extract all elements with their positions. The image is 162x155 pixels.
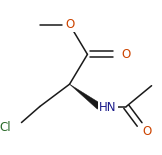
Text: O: O <box>65 18 74 31</box>
Text: O: O <box>122 48 131 61</box>
Text: HN: HN <box>99 101 117 114</box>
Text: O: O <box>142 125 152 138</box>
Polygon shape <box>69 84 101 109</box>
Text: Cl: Cl <box>0 121 11 134</box>
